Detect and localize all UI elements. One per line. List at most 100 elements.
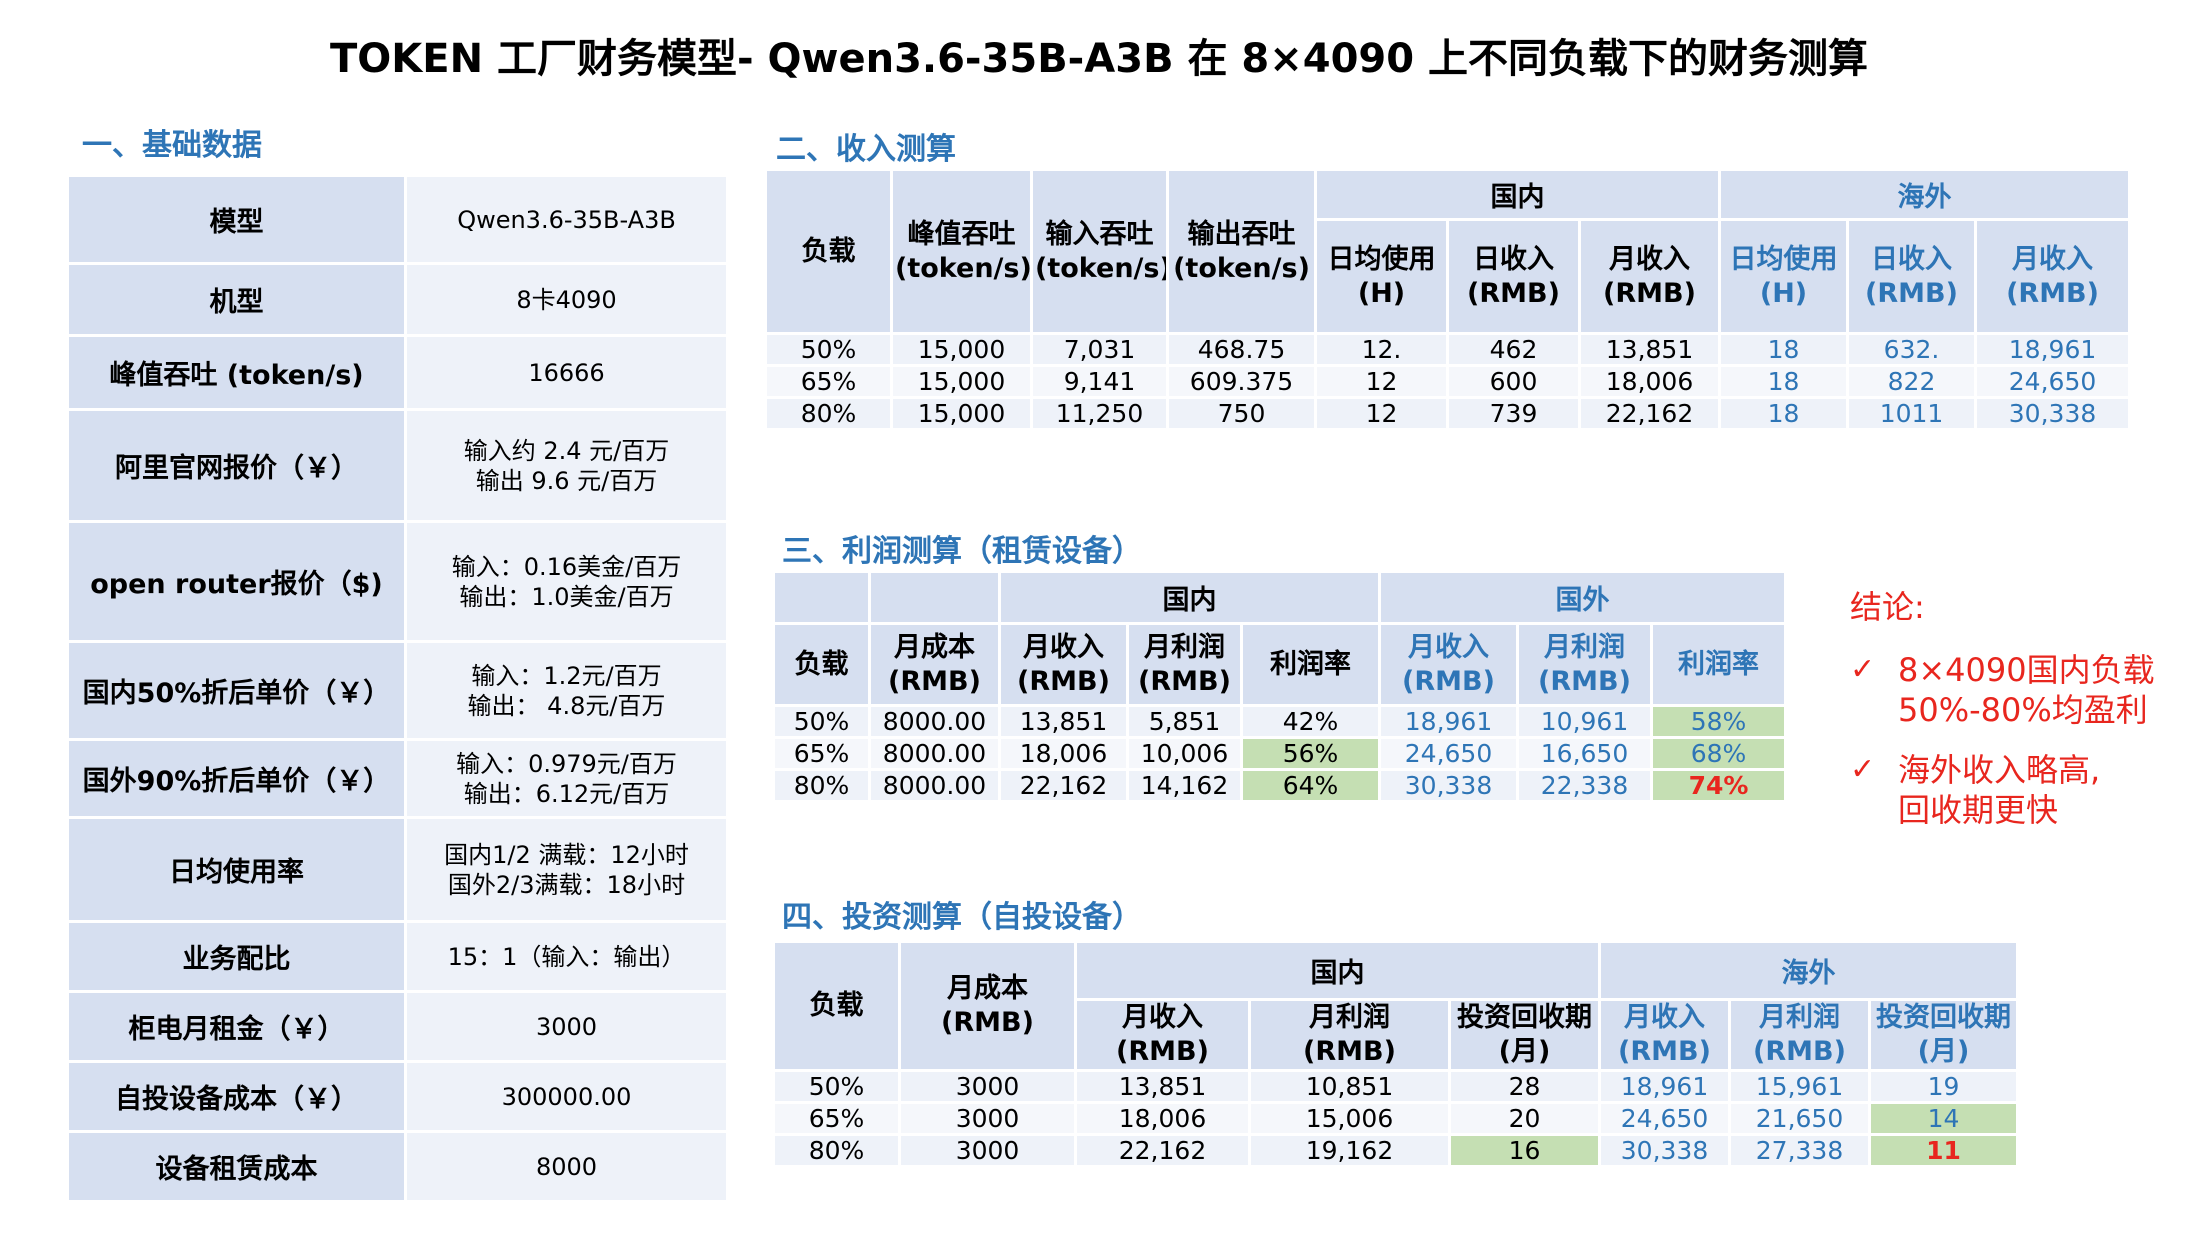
basic-value-line: 输出 9.6 元/百万 bbox=[475, 466, 658, 495]
profit-table: 国内 国外 负载 月成本 (RMB) 月收入 (RMB) 月利润 (RMB) 利润率 月收… bbox=[772, 570, 1788, 803]
invest-cell: 65% bbox=[772, 1101, 901, 1136]
revenue-cell: 15,000 bbox=[890, 332, 1033, 367]
invest-row: 50% 3000 13,851 10,851 28 18,961 15,961 19 bbox=[772, 1069, 2020, 1104]
invest-subheader: 月收入 (RMB) bbox=[1074, 998, 1251, 1072]
revenue-cell: 12 bbox=[1314, 364, 1449, 399]
basic-value-line: 输出：6.12元/百万 bbox=[463, 779, 670, 808]
profit-subheader: 利润率 bbox=[1650, 622, 1788, 707]
basic-value: 输入：0.16美金/百万 输出：1.0美金/百万 bbox=[404, 520, 729, 643]
basic-row: 日均使用率 国内1/2 满载：12小时 国外2/3满载：18小时 bbox=[66, 816, 729, 923]
revenue-cell: 11,250 bbox=[1030, 396, 1169, 431]
rev-subheader: 日收入 (RMB) bbox=[1846, 218, 1978, 335]
profit-group-overseas: 国外 bbox=[1378, 570, 1788, 625]
rev-hdr-input: 输入吞吐 (token/s) bbox=[1030, 168, 1169, 335]
profit-cell: 42% bbox=[1239, 704, 1382, 739]
revenue-cell: 739 bbox=[1446, 396, 1581, 431]
basic-key: 国内50%折后单价（￥） bbox=[66, 640, 407, 741]
revenue-cell: 18,006 bbox=[1577, 364, 1722, 399]
profit-cell: 64% bbox=[1239, 768, 1382, 803]
basic-value-line: 15：1（输入：输出） bbox=[447, 942, 686, 971]
basic-data-table: 模型 Qwen3.6-35B-A3B 机型 8卡4090 峰值吞吐 (token/s) 1… bbox=[66, 174, 729, 1203]
revenue-cell: 30,338 bbox=[1974, 396, 2132, 431]
basic-row: 国内50%折后单价（￥） 输入：1.2元/百万 输出： 4.8元/百万 bbox=[66, 640, 729, 741]
rev-group-domestic: 国内 bbox=[1313, 168, 1722, 221]
basic-row: 柜电月租金（￥） 3000 bbox=[66, 990, 729, 1063]
invest-cell: 27,338 bbox=[1728, 1133, 1872, 1168]
basic-value-line: 输入：0.16美金/百万 bbox=[451, 552, 682, 581]
revenue-cell: 13,851 bbox=[1577, 332, 1722, 367]
invest-cell: 15,006 bbox=[1248, 1101, 1451, 1136]
basic-value-line: 国内1/2 满载：12小时 bbox=[444, 840, 689, 869]
revenue-cell: 468.75 bbox=[1166, 332, 1317, 367]
basic-value: 输入：0.979元/百万 输出：6.12元/百万 bbox=[404, 738, 729, 819]
rev-hdr-output: 输出吞吐 (token/s) bbox=[1166, 168, 1317, 335]
invest-subheader: 月收入 (RMB) bbox=[1598, 998, 1732, 1072]
basic-value-line: 16666 bbox=[528, 358, 605, 387]
invest-cell: 22,162 bbox=[1074, 1133, 1251, 1168]
basic-row: 峰值吞吐 (token/s) 16666 bbox=[66, 334, 729, 411]
section-profit-title: 三、利润测算（租赁设备） bbox=[782, 534, 1142, 569]
rev-group-overseas: 海外 bbox=[1718, 168, 2132, 221]
invest-cell: 18,006 bbox=[1074, 1101, 1251, 1136]
invest-cell: 13,851 bbox=[1074, 1069, 1251, 1104]
page-title: TOKEN 工厂财务模型- Qwen3.6-35B-A3B 在 8×4090 上… bbox=[329, 36, 1869, 82]
invest-cell: 14 bbox=[1868, 1101, 2020, 1136]
profit-cell: 80% bbox=[772, 768, 871, 803]
rev-hdr-peak: 峰值吞吐 (token/s) bbox=[890, 168, 1033, 335]
basic-value: 国内1/2 满载：12小时 国外2/3满载：18小时 bbox=[404, 816, 729, 923]
conclusion-item: ✓ 海外收入略高, 回收期更快 bbox=[1850, 750, 2155, 830]
basic-key: 峰值吞吐 (token/s) bbox=[66, 334, 407, 411]
basic-value-line: 8000 bbox=[535, 1152, 598, 1181]
revenue-row: 80% 15,000 11,250 750 12 739 22,162 18 1011 30,33… bbox=[764, 396, 2132, 431]
rev-subheader: 日均使用 (H) bbox=[1718, 218, 1850, 335]
revenue-cell: 18 bbox=[1718, 332, 1850, 367]
invest-cell: 30,338 bbox=[1598, 1133, 1732, 1168]
invest-cell: 3000 bbox=[898, 1069, 1077, 1104]
invest-subheader: 月利润 (RMB) bbox=[1248, 998, 1451, 1072]
basic-value-line: 3000 bbox=[535, 1012, 598, 1041]
invest-subheader: 投资回收期 (月) bbox=[1447, 998, 1602, 1072]
revenue-cell: 600 bbox=[1446, 364, 1581, 399]
revenue-table: 负载 峰值吞吐 (token/s) 输入吞吐 (token/s) 输出吞吐 (t… bbox=[764, 168, 2132, 431]
profit-row: 50% 8000.00 13,851 5,851 42% 18,961 10,961 58% bbox=[772, 704, 1788, 739]
conclusion-item-text: 8×4090国内负载 50%-80%均盈利 bbox=[1898, 651, 2155, 729]
basic-value: 16666 bbox=[404, 334, 729, 411]
profit-hdr-blank-1 bbox=[772, 570, 871, 625]
profit-cell: 24,650 bbox=[1378, 736, 1520, 771]
profit-row: 80% 8000.00 22,162 14,162 64% 30,338 22,338 74% bbox=[772, 768, 1788, 803]
conclusion-item-text: 海外收入略高, 回收期更快 bbox=[1898, 751, 2101, 829]
section-revenue-title: 二、收入测算 bbox=[776, 132, 956, 167]
revenue-cell: 18 bbox=[1718, 364, 1850, 399]
profit-cell: 14,162 bbox=[1126, 768, 1243, 803]
revenue-cell: 750 bbox=[1166, 396, 1317, 431]
revenue-row: 65% 15,000 9,141 609.375 12 600 18,006 18 822 24,… bbox=[764, 364, 2132, 399]
invest-cell: 19,162 bbox=[1248, 1133, 1451, 1168]
basic-row: 国外90%折后单价（￥） 输入：0.979元/百万 输出：6.12元/百万 bbox=[66, 738, 729, 819]
basic-key: 自投设备成本（￥） bbox=[66, 1060, 407, 1133]
profit-cell: 74% bbox=[1650, 768, 1788, 803]
profit-cell: 8000.00 bbox=[868, 704, 1001, 739]
basic-value-line: 输入：1.2元/百万 bbox=[471, 661, 662, 690]
profit-cell: 65% bbox=[772, 736, 871, 771]
basic-value: 15：1（输入：输出） bbox=[404, 920, 729, 993]
profit-subheader: 月收入 (RMB) bbox=[998, 622, 1129, 707]
invest-cell: 21,650 bbox=[1728, 1101, 1872, 1136]
invest-row: 80% 3000 22,162 19,162 16 30,338 27,338 11 bbox=[772, 1133, 2020, 1168]
profit-cell: 58% bbox=[1650, 704, 1788, 739]
profit-subheader: 月成本 (RMB) bbox=[868, 622, 1001, 707]
invest-cell: 24,650 bbox=[1598, 1101, 1732, 1136]
check-icon: ✓ bbox=[1850, 752, 1876, 787]
revenue-cell: 822 bbox=[1846, 364, 1978, 399]
rev-hdr-load: 负载 bbox=[764, 168, 893, 335]
invest-cell: 28 bbox=[1447, 1069, 1602, 1104]
basic-value: 3000 bbox=[404, 990, 729, 1063]
basic-row: 业务配比 15：1（输入：输出） bbox=[66, 920, 729, 993]
profit-cell: 50% bbox=[772, 704, 871, 739]
profit-cell: 18,961 bbox=[1378, 704, 1520, 739]
basic-value-line: 输出： 4.8元/百万 bbox=[467, 691, 666, 720]
revenue-cell: 22,162 bbox=[1577, 396, 1722, 431]
basic-value-line: 输入：0.979元/百万 bbox=[456, 749, 677, 778]
revenue-cell: 462 bbox=[1446, 332, 1581, 367]
basic-key: 模型 bbox=[66, 174, 407, 265]
basic-value: 8卡4090 bbox=[404, 262, 729, 337]
